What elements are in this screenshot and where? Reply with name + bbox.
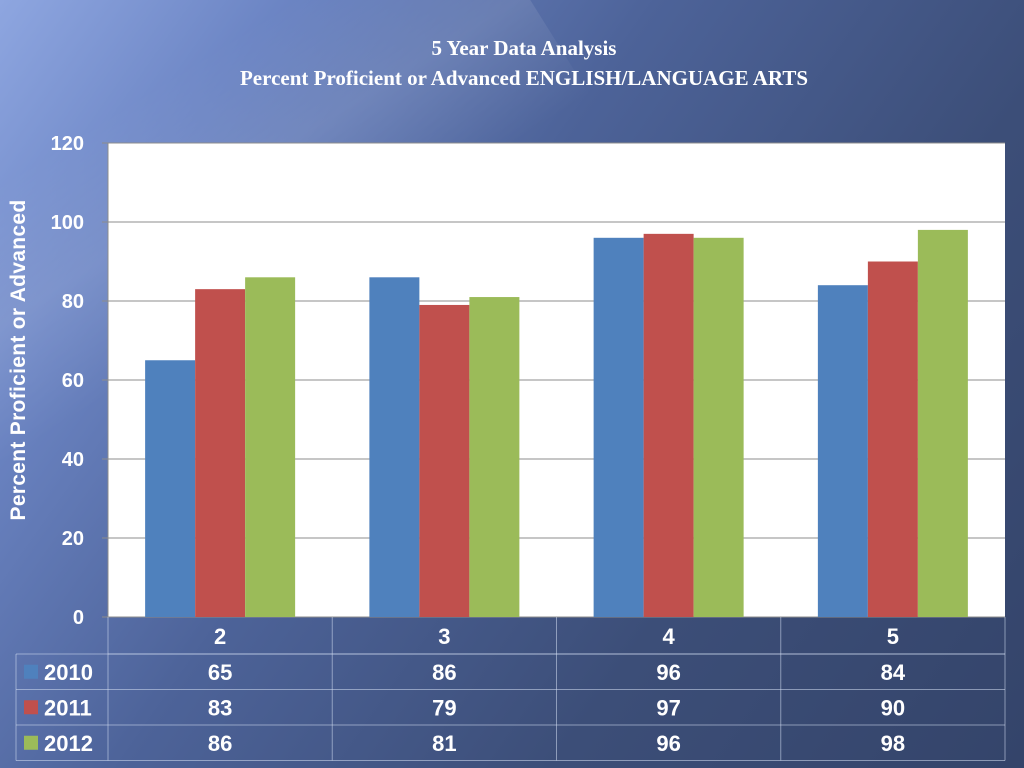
- table-value-2010-2: 65: [208, 660, 232, 685]
- bar-2012-2: [245, 277, 296, 617]
- table-value-2010-4: 96: [656, 660, 680, 685]
- x-tick-label: 3: [438, 624, 450, 649]
- x-tick-label: 2: [214, 624, 226, 649]
- table-value-2010-3: 86: [432, 660, 456, 685]
- y-tick-label: 120: [51, 133, 84, 155]
- y-tick-label: 100: [51, 212, 84, 234]
- legend-key-2012: [24, 735, 38, 750]
- table-value-2012-3: 81: [432, 731, 456, 756]
- chart-title: 5 Year Data Analysis: [431, 36, 617, 60]
- y-tick-label: 60: [62, 370, 84, 392]
- legend-label-2010: 2010: [44, 660, 93, 685]
- table-value-2011-2: 83: [208, 695, 232, 720]
- table-value-2012-5: 98: [881, 731, 905, 756]
- bar-2011-5: [867, 261, 918, 617]
- legend-key-2010: [24, 664, 38, 679]
- table-value-2010-5: 84: [881, 660, 906, 685]
- table-value-2012-2: 86: [208, 731, 232, 756]
- y-tick-label: 80: [62, 291, 84, 313]
- bar-2010-4: [593, 237, 644, 618]
- bar-2012-4: [693, 237, 744, 618]
- x-tick-label: 4: [663, 624, 676, 649]
- bar-2011-2: [195, 289, 246, 617]
- legend-label-2012: 2012: [44, 731, 93, 756]
- y-tick-label: 40: [62, 449, 84, 471]
- bar-2010-5: [817, 285, 868, 617]
- table-value-2011-3: 79: [432, 695, 456, 720]
- x-tick-label: 5: [887, 624, 899, 649]
- bar-2010-3: [369, 277, 420, 617]
- legend-label-2011: 2011: [44, 695, 92, 720]
- chart-title-block: 5 Year Data Analysis Percent Proficient …: [0, 33, 1024, 93]
- table-value-2011-5: 90: [881, 695, 905, 720]
- chart-subtitle: Percent Proficient or Advanced ENGLISH/L…: [239, 66, 809, 90]
- bar-2012-5: [917, 229, 968, 617]
- bar-2011-3: [419, 304, 470, 617]
- table-value-2011-4: 97: [656, 695, 680, 720]
- bar-2012-3: [469, 297, 520, 617]
- table-value-2012-4: 96: [656, 731, 680, 756]
- y-tick-label: 0: [73, 607, 84, 629]
- legend-key-2011: [24, 700, 38, 715]
- bar-2011-4: [643, 233, 694, 617]
- bar-2010-2: [145, 360, 196, 617]
- y-tick-label: 20: [62, 528, 84, 550]
